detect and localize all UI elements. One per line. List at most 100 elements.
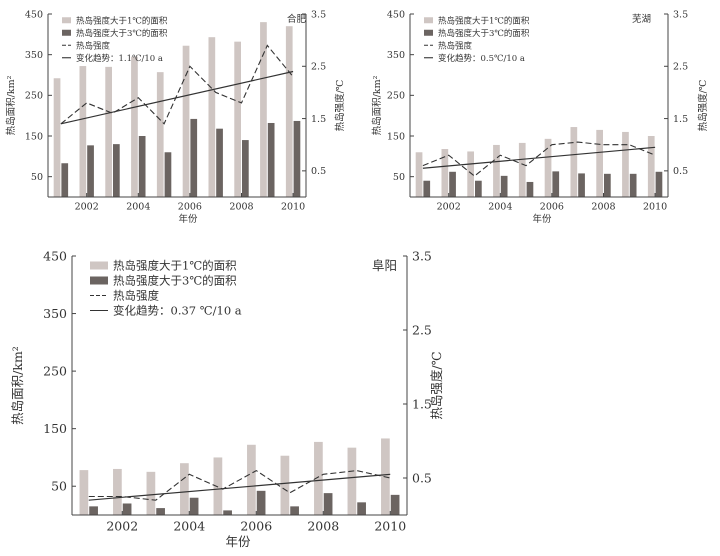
line-trend — [422, 146, 656, 169]
bar-area-over-1c — [570, 127, 578, 197]
bar-area-over-3c — [423, 180, 431, 197]
y-tick-label: 450 — [25, 9, 43, 20]
y2-tick-label: 0.5 — [412, 470, 432, 485]
legend-swatch — [62, 29, 71, 36]
bar-area-over-3c — [475, 180, 482, 197]
y2-tick-label: 3.5 — [311, 9, 326, 20]
x-tick-label: 2004 — [488, 202, 512, 213]
legend-swatch — [62, 17, 71, 24]
legend-label: 变化趋势：1.1℃/10 a — [76, 53, 163, 64]
bar-area-over-3c — [122, 503, 132, 515]
bar-area-over-1c — [314, 441, 323, 515]
y2-tick-label: 2.5 — [412, 322, 432, 337]
bar-area-over-1c — [208, 37, 216, 198]
chart-1: 50 150 250 350 450 0.5 1.5 2.5 3.5 2002 2004 2006 20… — [5, 9, 346, 225]
y-tick-label: 350 — [43, 306, 67, 321]
bar-area-over-3c — [164, 152, 172, 197]
bar-area-over-1c — [146, 471, 156, 515]
bar-area-over-1c — [347, 447, 357, 515]
bar-area-over-3c — [189, 497, 199, 515]
legend-swatch — [90, 261, 108, 270]
legend-label: 热岛强度 — [113, 289, 159, 303]
bar-area-over-3c — [357, 502, 366, 515]
x-tick-label: 2002 — [106, 519, 138, 534]
x-tick-label: 2002 — [437, 202, 461, 213]
bar-area-over-1c — [182, 45, 190, 197]
chart-2: 50 150 250 350 450 0.5 1.5 2.5 3.5 2002 2004 2006 20… — [371, 9, 709, 225]
y2-tick-label: 1.5 — [412, 396, 432, 411]
x-tick-label: 2010 — [374, 519, 406, 534]
bar-area-over-3c — [138, 136, 146, 197]
bar-area-over-1c — [105, 66, 112, 197]
y2-tick-label: 2.5 — [673, 62, 688, 73]
x-tick-label: 2004 — [126, 202, 150, 213]
bar-area-over-3c — [655, 171, 663, 197]
bar-area-over-1c — [247, 444, 256, 515]
bar-area-over-3c — [290, 506, 299, 515]
x-axis-label: 年份 — [532, 213, 552, 225]
legend-label: 热岛强度大于3℃的面积 — [113, 274, 237, 288]
bar-area-over-3c — [113, 144, 120, 197]
legend-swatch — [424, 29, 433, 36]
y2-tick-label: 0.5 — [673, 166, 688, 177]
bar-area-over-1c — [415, 152, 423, 197]
line-trend — [60, 70, 294, 125]
y-tick-label: 150 — [43, 421, 67, 436]
y-tick-label: 50 — [51, 479, 67, 494]
legend-label: 变化趋势：0.37 ℃/10 a — [113, 304, 242, 318]
bar-area-over-3c — [256, 490, 266, 515]
x-tick-label: 2008 — [591, 202, 615, 213]
bar-area-over-1c — [518, 142, 526, 197]
bar-area-over-1c — [467, 151, 474, 197]
y2-tick-label: 3.5 — [673, 9, 688, 20]
y-tick-label: 250 — [25, 91, 43, 102]
x-tick-label: 2006 — [178, 202, 202, 213]
legend-label: 热岛强度大于3℃的面积 — [438, 28, 530, 39]
bar-area-over-3c — [578, 173, 585, 197]
chart-3: 50 150 250 350 450 0.5 1.5 2.5 3.5 2002 2004 2006 20… — [10, 248, 444, 549]
bar-area-over-1c — [260, 22, 267, 198]
legend-swatch — [90, 276, 108, 285]
bar-area-over-3c — [61, 163, 69, 197]
bar-area-over-3c — [500, 175, 508, 197]
bar-area-over-1c — [180, 463, 189, 515]
legend-label: 热岛强度大于1℃的面积 — [113, 259, 237, 273]
y2-axis-label: 热岛强度/℃ — [429, 351, 444, 419]
bar-area-over-1c — [79, 66, 87, 197]
line-heat-island-intensity — [422, 141, 656, 177]
bar-area-over-1c — [79, 470, 89, 515]
y2-tick-label: 1.5 — [673, 114, 688, 125]
y2-axis-label: 热岛强度/℃ — [697, 79, 709, 131]
bar-area-over-3c — [242, 140, 249, 197]
y-tick-label: 50 — [31, 172, 43, 183]
y-tick-label: 450 — [387, 9, 405, 20]
legend-label: 变化趋势：0.5℃/10 a — [438, 53, 525, 64]
y2-tick-label: 0.5 — [311, 166, 326, 177]
bar-area-over-1c — [156, 72, 164, 197]
legend-label: 热岛强度 — [438, 40, 473, 51]
bar-area-over-3c — [223, 510, 232, 515]
line-heat-island-intensity — [88, 469, 391, 501]
y2-tick-label: 1.5 — [311, 114, 326, 125]
y-tick-label: 250 — [43, 363, 67, 378]
y-axis-label: 热岛面积/km² — [10, 346, 25, 425]
bar-area-over-1c — [234, 41, 241, 197]
x-tick-label: 2010 — [281, 202, 305, 213]
legend-label: 热岛强度大于1℃的面积 — [76, 15, 168, 26]
legend-label: 热岛强度 — [76, 40, 111, 51]
y2-axis-label: 热岛强度/℃ — [334, 79, 346, 131]
x-tick-label: 2008 — [229, 202, 253, 213]
bar-area-over-1c — [213, 457, 223, 515]
bar-area-over-1c — [113, 468, 122, 515]
bar-area-over-1c — [280, 455, 290, 515]
x-tick-label: 2008 — [307, 519, 339, 534]
x-tick-label: 2002 — [75, 202, 99, 213]
bar-area-over-3c — [526, 181, 534, 197]
bar-area-over-1c — [441, 149, 449, 197]
y2-tick-label: 3.5 — [412, 248, 432, 263]
y-tick-label: 150 — [25, 131, 43, 142]
bar-area-over-1c — [596, 129, 603, 197]
legend-label: 热岛强度大于3℃的面积 — [76, 28, 168, 39]
chart-title: 合肥 — [287, 13, 307, 25]
